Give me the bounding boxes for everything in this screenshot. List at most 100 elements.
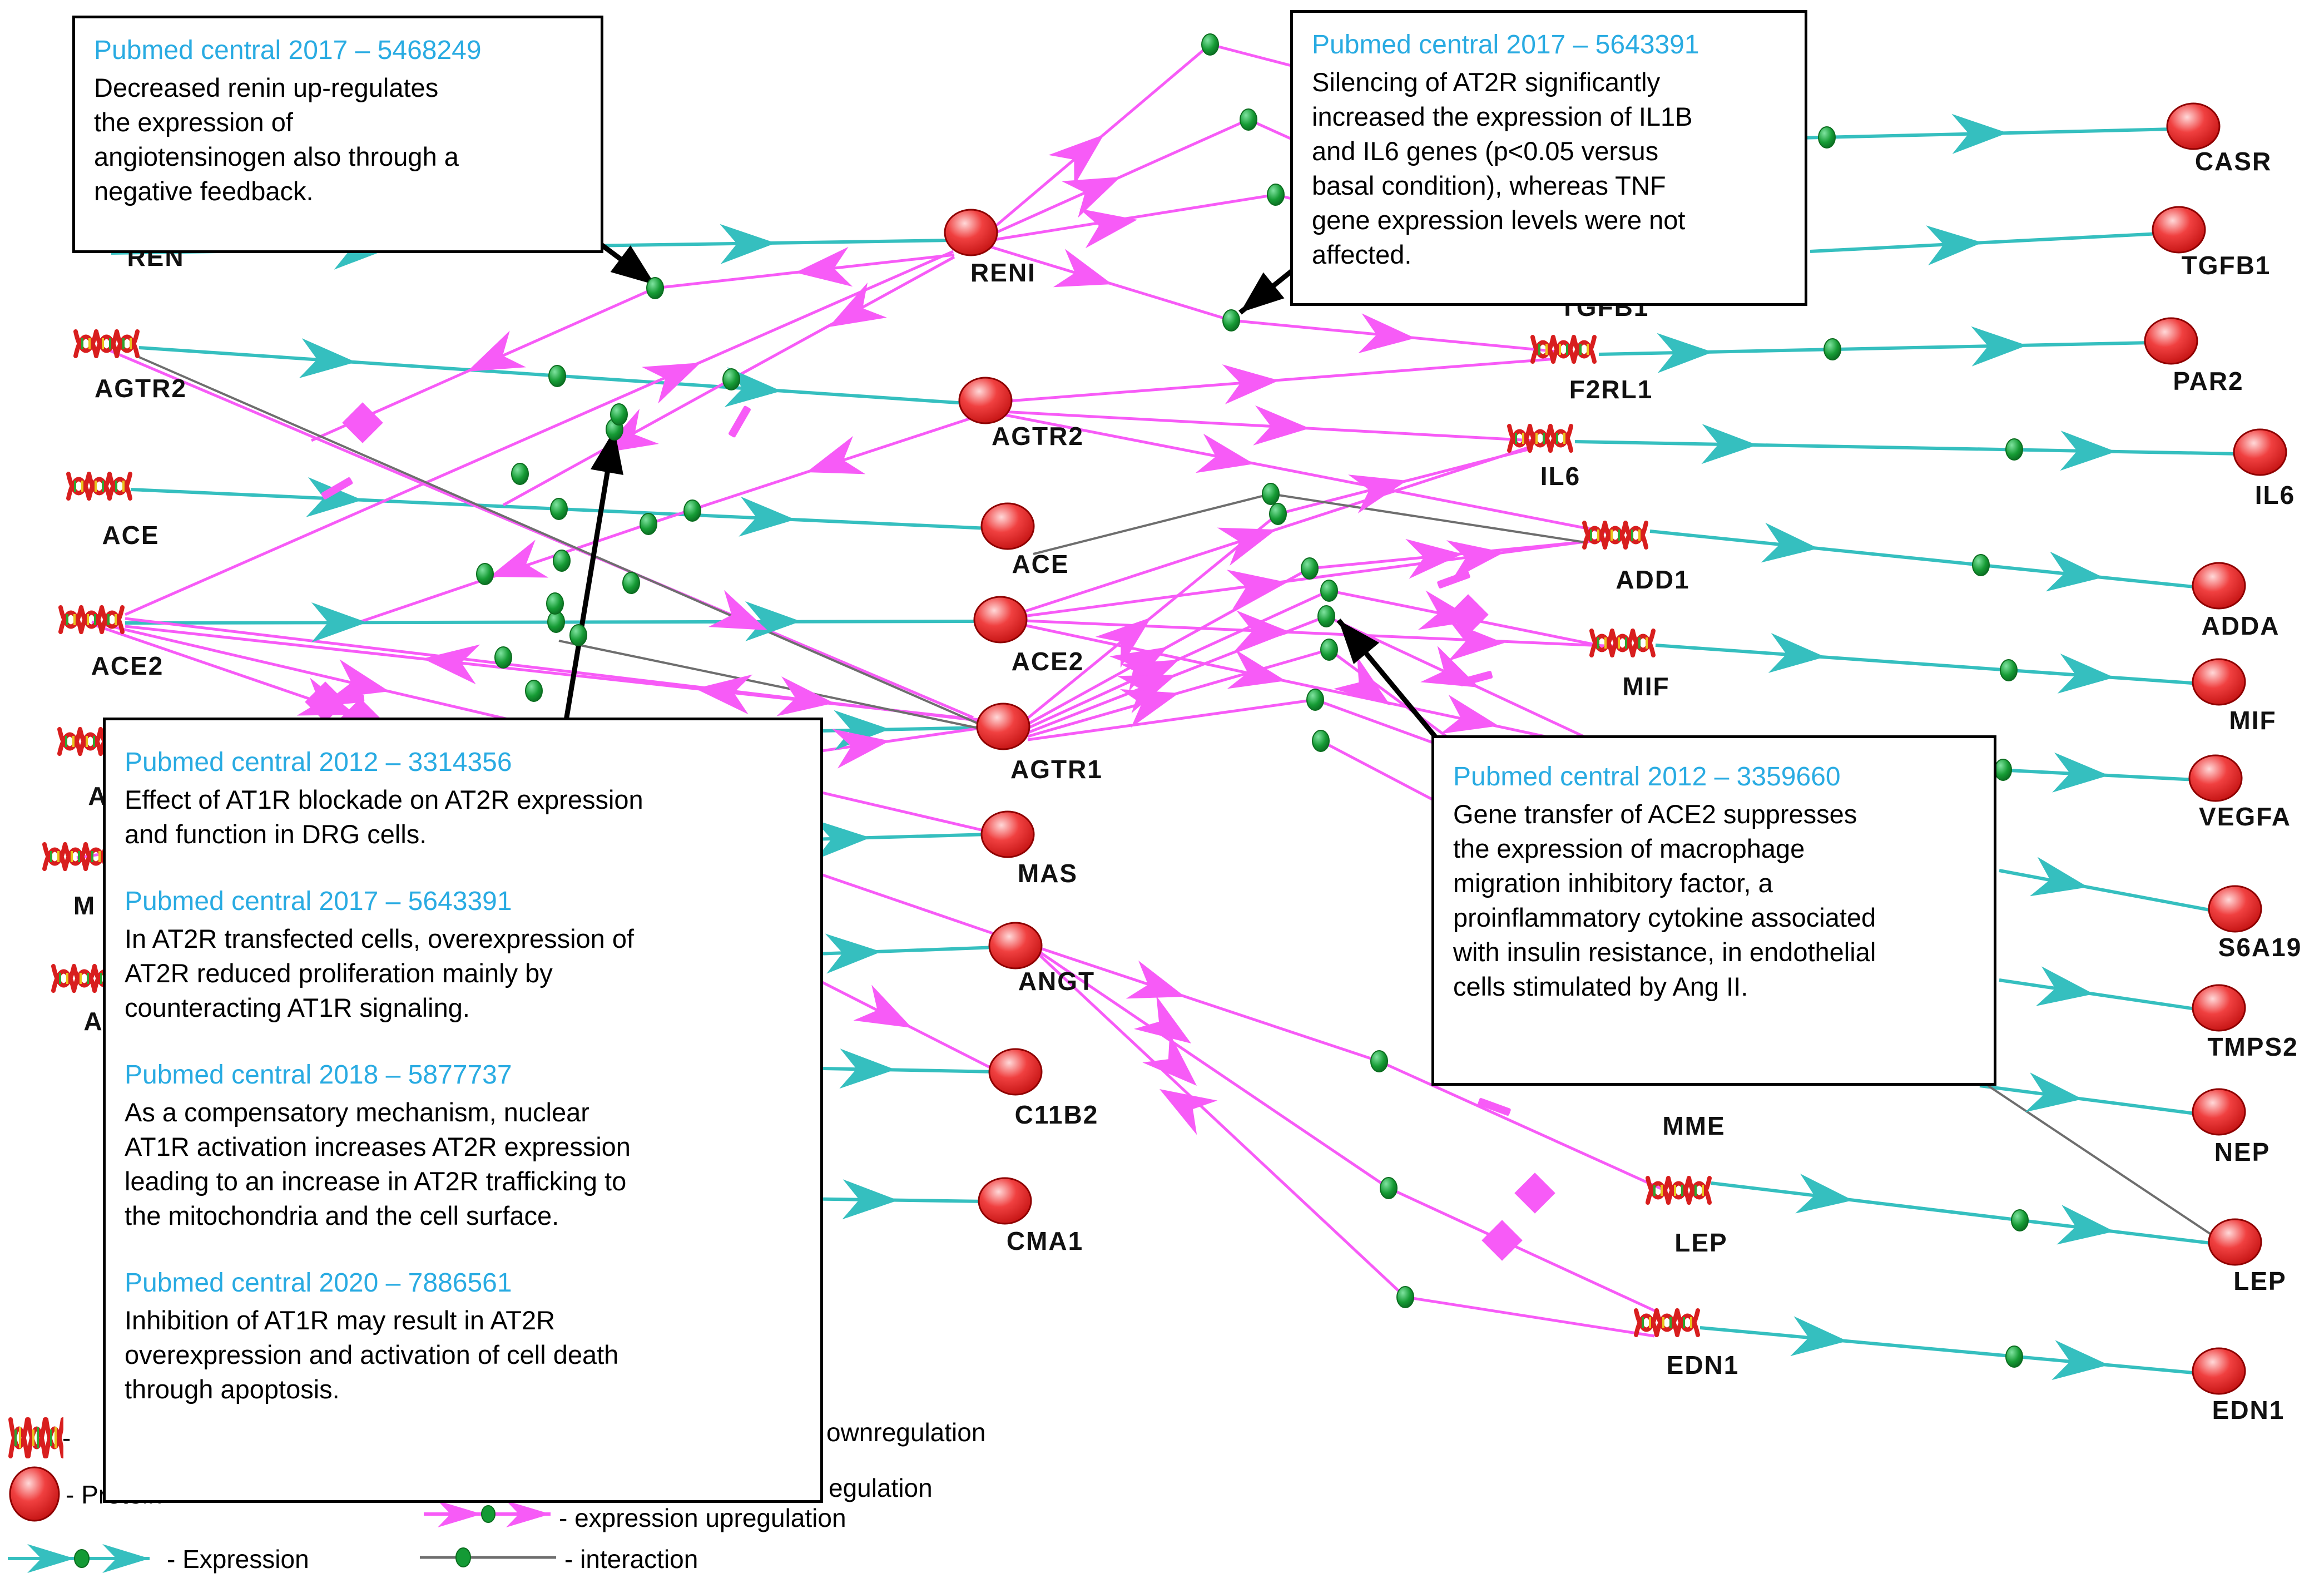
cyan-edge bbox=[1574, 440, 2241, 456]
protein-label-VEGFA: VEGFA bbox=[2199, 802, 2291, 831]
protein-label-EDN1p: EDN1 bbox=[2212, 1396, 2285, 1424]
protein-node-ACE2p[interactable] bbox=[973, 596, 1028, 644]
cyan-arrowhead-icon bbox=[1761, 522, 1818, 563]
gene-node-ADD1g[interactable] bbox=[1582, 521, 1648, 550]
legend-expression-label: - Expression bbox=[167, 1545, 309, 1574]
protein-node-CMA1p[interactable] bbox=[978, 1177, 1032, 1225]
gene-node-MIFg[interactable] bbox=[1589, 629, 1656, 657]
protein-node-VEGFA[interactable] bbox=[2188, 754, 2243, 802]
gene-label-ADD1g: ADD1 bbox=[1616, 565, 1689, 594]
annotation-entry: Pubmed central 2020 – 7886561 Inhibition… bbox=[125, 1267, 801, 1407]
mag-arrowhead-icon bbox=[1095, 617, 1151, 668]
protein-node-TGFB1p[interactable] bbox=[2152, 206, 2206, 254]
gene-node-AGTR2g[interactable] bbox=[73, 329, 140, 358]
legend-upregulation-label: - expression upregulation bbox=[559, 1503, 846, 1532]
protein-label-RENI: RENI bbox=[970, 258, 1036, 287]
protein-node-S6A19[interactable] bbox=[2208, 885, 2262, 933]
protein-node-ANGTp[interactable] bbox=[988, 922, 1043, 969]
protein-node-RENI[interactable] bbox=[944, 209, 998, 256]
protein-node-AGTR1p[interactable] bbox=[976, 703, 1030, 750]
protein-node-ADDA[interactable] bbox=[2192, 562, 2246, 610]
mag-edge bbox=[106, 348, 974, 719]
cyan-arrowhead-icon bbox=[2025, 1072, 2083, 1112]
annotation-title: Pubmed central 2017 – 5643391 bbox=[125, 887, 512, 917]
gene-node-F2RL1g[interactable] bbox=[1530, 335, 1597, 364]
cyan-arrowhead-icon bbox=[720, 224, 776, 264]
protein-node-LEPp[interactable] bbox=[2208, 1218, 2262, 1266]
protein-node-ACEp[interactable] bbox=[980, 502, 1035, 550]
mag-arrowhead-icon bbox=[1440, 694, 1499, 734]
mag-arrowhead-icon bbox=[831, 729, 890, 769]
interaction-dot-icon bbox=[1222, 309, 1240, 332]
regulation-diamond-icon bbox=[1514, 1173, 1555, 1214]
mag-arrowhead-icon bbox=[1053, 249, 1112, 288]
expression-upregulation-edge-icon bbox=[424, 1501, 551, 1527]
annotation-body: Inhibition of AT1R may result in AT2R ov… bbox=[125, 1305, 619, 1404]
protein-label-ADDA: ADDA bbox=[2202, 611, 2280, 640]
cyan-arrowhead-icon bbox=[842, 1179, 898, 1220]
mag-edge bbox=[1328, 648, 1458, 746]
interaction-dot-icon bbox=[683, 499, 701, 522]
interaction-dot-icon bbox=[1317, 605, 1335, 627]
mag-arrowhead-icon bbox=[642, 363, 701, 404]
black-arrowhead-icon bbox=[1240, 272, 1285, 313]
interaction-dot-icon bbox=[494, 646, 512, 669]
annotation-entry: Pubmed central 2017 – 5643391 In AT2R tr… bbox=[125, 885, 801, 1025]
protein-label-AGTR2p: AGTR2 bbox=[992, 422, 1084, 451]
mag-edge bbox=[1023, 444, 1533, 614]
protein-node-MASp[interactable] bbox=[980, 810, 1035, 858]
mag-arrowhead-icon bbox=[795, 246, 853, 287]
protein-node-AGTR2p[interactable] bbox=[958, 377, 1013, 424]
cyan-arrowhead-icon bbox=[1768, 633, 1825, 673]
interaction-dot-icon bbox=[525, 680, 543, 702]
interaction-dot-icon bbox=[546, 592, 564, 615]
cyan-arrowhead-icon bbox=[1795, 1174, 1853, 1214]
interaction-dot-icon bbox=[548, 365, 566, 387]
cyan-arrowhead-icon bbox=[1790, 1316, 1847, 1357]
protein-icon bbox=[9, 1466, 60, 1522]
cyan-arrowhead-icon bbox=[1926, 225, 1983, 266]
mag-arrowhead-icon bbox=[1405, 538, 1463, 579]
cyan-arrowhead-icon bbox=[2060, 431, 2116, 471]
cyan-edge bbox=[1751, 127, 2174, 141]
gene-node-EDN1g[interactable] bbox=[1634, 1308, 1700, 1337]
cyan-edge bbox=[1810, 232, 2160, 253]
protein-node-EDN1p[interactable] bbox=[2192, 1347, 2246, 1395]
protein-label-NEP: NEP bbox=[2214, 1137, 2271, 1166]
gene-node-IL6g[interactable] bbox=[1507, 424, 1573, 453]
protein-node-TMPS2[interactable] bbox=[2192, 984, 2246, 1032]
interaction-dot-icon bbox=[1396, 1286, 1414, 1308]
mag-arrowhead-icon bbox=[806, 436, 866, 474]
annotation-box-left-big: Pubmed central 2012 – 3314356 Effect of … bbox=[103, 718, 823, 1503]
protein-node-MIFp[interactable] bbox=[2192, 658, 2246, 706]
interaction-dot-icon bbox=[2005, 1345, 2023, 1368]
gene-node-ACEg[interactable] bbox=[66, 472, 132, 501]
protein-node-PAR2[interactable] bbox=[2144, 317, 2198, 365]
mag-arrowhead-icon bbox=[1062, 177, 1121, 218]
protein-node-C11B2p[interactable] bbox=[988, 1048, 1043, 1096]
gene-node-MASg[interactable] bbox=[42, 842, 108, 871]
interaction-dot-icon bbox=[640, 513, 657, 535]
protein-label-MIFp: MIF bbox=[2229, 706, 2276, 735]
gray-edge bbox=[1033, 493, 1271, 555]
protein-label-ACEp: ACE bbox=[1012, 550, 1069, 578]
legend-downregulation-label: ownregulation bbox=[826, 1418, 986, 1447]
mag-arrowhead-icon bbox=[1119, 689, 1179, 728]
mag-arrowhead-icon bbox=[1253, 405, 1310, 446]
gene-node-ACE2g[interactable] bbox=[58, 605, 125, 634]
interaction-dot-icon bbox=[1818, 126, 1836, 149]
mag-arrowhead-icon bbox=[695, 674, 753, 715]
mag-arrowhead-icon bbox=[467, 330, 526, 372]
interaction-dot-icon bbox=[1320, 580, 1338, 602]
regulation-diamond-icon bbox=[305, 681, 346, 723]
interaction-dot-icon bbox=[553, 550, 571, 572]
protein-node-IL6p[interactable] bbox=[2233, 428, 2287, 476]
protein-node-CASR[interactable] bbox=[2166, 102, 2221, 150]
gene-node-LEPg[interactable] bbox=[1646, 1176, 1712, 1205]
mag-edge bbox=[1315, 698, 1441, 747]
mag-arrowhead-icon bbox=[776, 676, 834, 716]
interaction-dot-icon bbox=[1312, 730, 1330, 752]
protein-node-NEP[interactable] bbox=[2192, 1088, 2246, 1136]
